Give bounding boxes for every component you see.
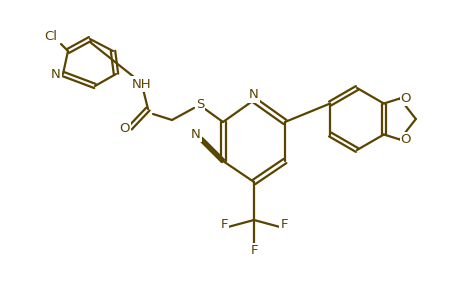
- Text: O: O: [400, 133, 411, 146]
- Text: NH: NH: [132, 77, 152, 91]
- Text: O: O: [120, 121, 130, 135]
- Text: O: O: [400, 92, 411, 105]
- Text: N: N: [191, 128, 201, 140]
- Text: Cl: Cl: [44, 29, 58, 43]
- Text: N: N: [249, 88, 259, 102]
- Text: N: N: [51, 67, 61, 81]
- Text: F: F: [220, 218, 228, 232]
- Text: S: S: [196, 98, 204, 110]
- Text: F: F: [250, 244, 258, 258]
- Text: F: F: [280, 218, 288, 232]
